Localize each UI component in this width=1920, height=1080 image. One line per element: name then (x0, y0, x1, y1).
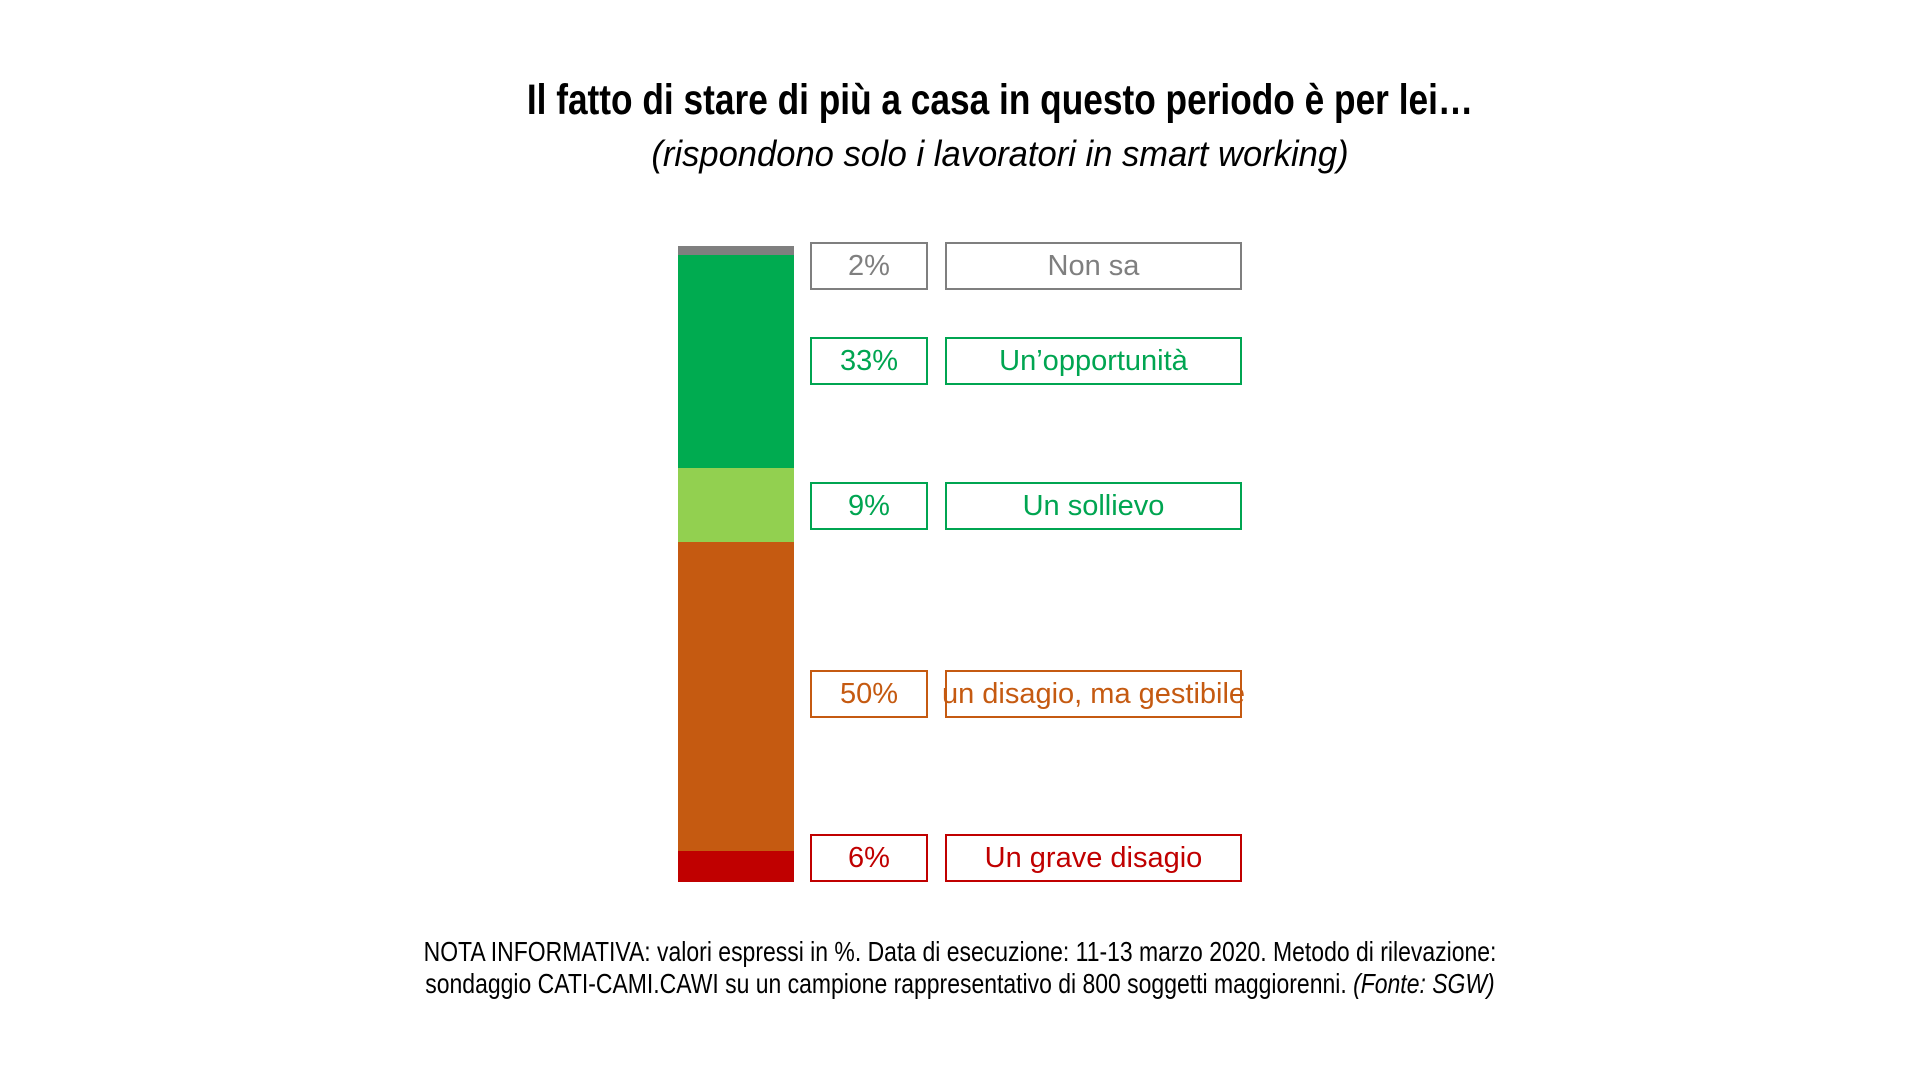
value-box: 2% (810, 242, 928, 290)
category-box: Un grave disagio (945, 834, 1242, 882)
footnote: NOTA INFORMATIVA: valori espressi in %. … (173, 936, 1747, 1000)
bar-segment-5 (678, 851, 794, 882)
chart-subtitle: (rispondono solo i lavoratori in smart w… (651, 132, 1349, 174)
label-row-5: 6% Un grave disagio (0, 834, 1920, 882)
label-row-1: 2% Non sa (0, 242, 1920, 290)
footnote-line1: NOTA INFORMATIVA: valori espressi in %. … (423, 936, 1497, 967)
category-box: un disagio, ma gestibile (942, 670, 1245, 718)
title-block: Il fatto di stare di più a casa in quest… (0, 74, 1920, 175)
bar-segment-4 (678, 542, 794, 851)
bar-segment-1 (678, 246, 794, 255)
value-box: 9% (810, 482, 928, 530)
chart-title: Il fatto di stare di più a casa in quest… (526, 76, 1474, 124)
category-box: Un sollievo (945, 482, 1242, 530)
footnote-source: (Fonte: SGW) (1353, 968, 1495, 999)
bar-segment-3 (678, 468, 794, 542)
stacked-bar (678, 246, 794, 882)
category-box: Non sa (945, 242, 1242, 290)
label-row-2: 33% Un’opportunità (0, 337, 1920, 385)
value-box: 50% (810, 670, 928, 718)
bar-segment-2 (678, 255, 794, 468)
value-box: 6% (810, 834, 928, 882)
category-box: Un’opportunità (945, 337, 1242, 385)
label-row-4: 50% un disagio, ma gestibile (0, 670, 1920, 718)
label-row-3: 9% Un sollievo (0, 482, 1920, 530)
value-box: 33% (810, 337, 928, 385)
footnote-line2-text: sondaggio CATI-CAMI.CAWI su un campione … (425, 968, 1354, 999)
